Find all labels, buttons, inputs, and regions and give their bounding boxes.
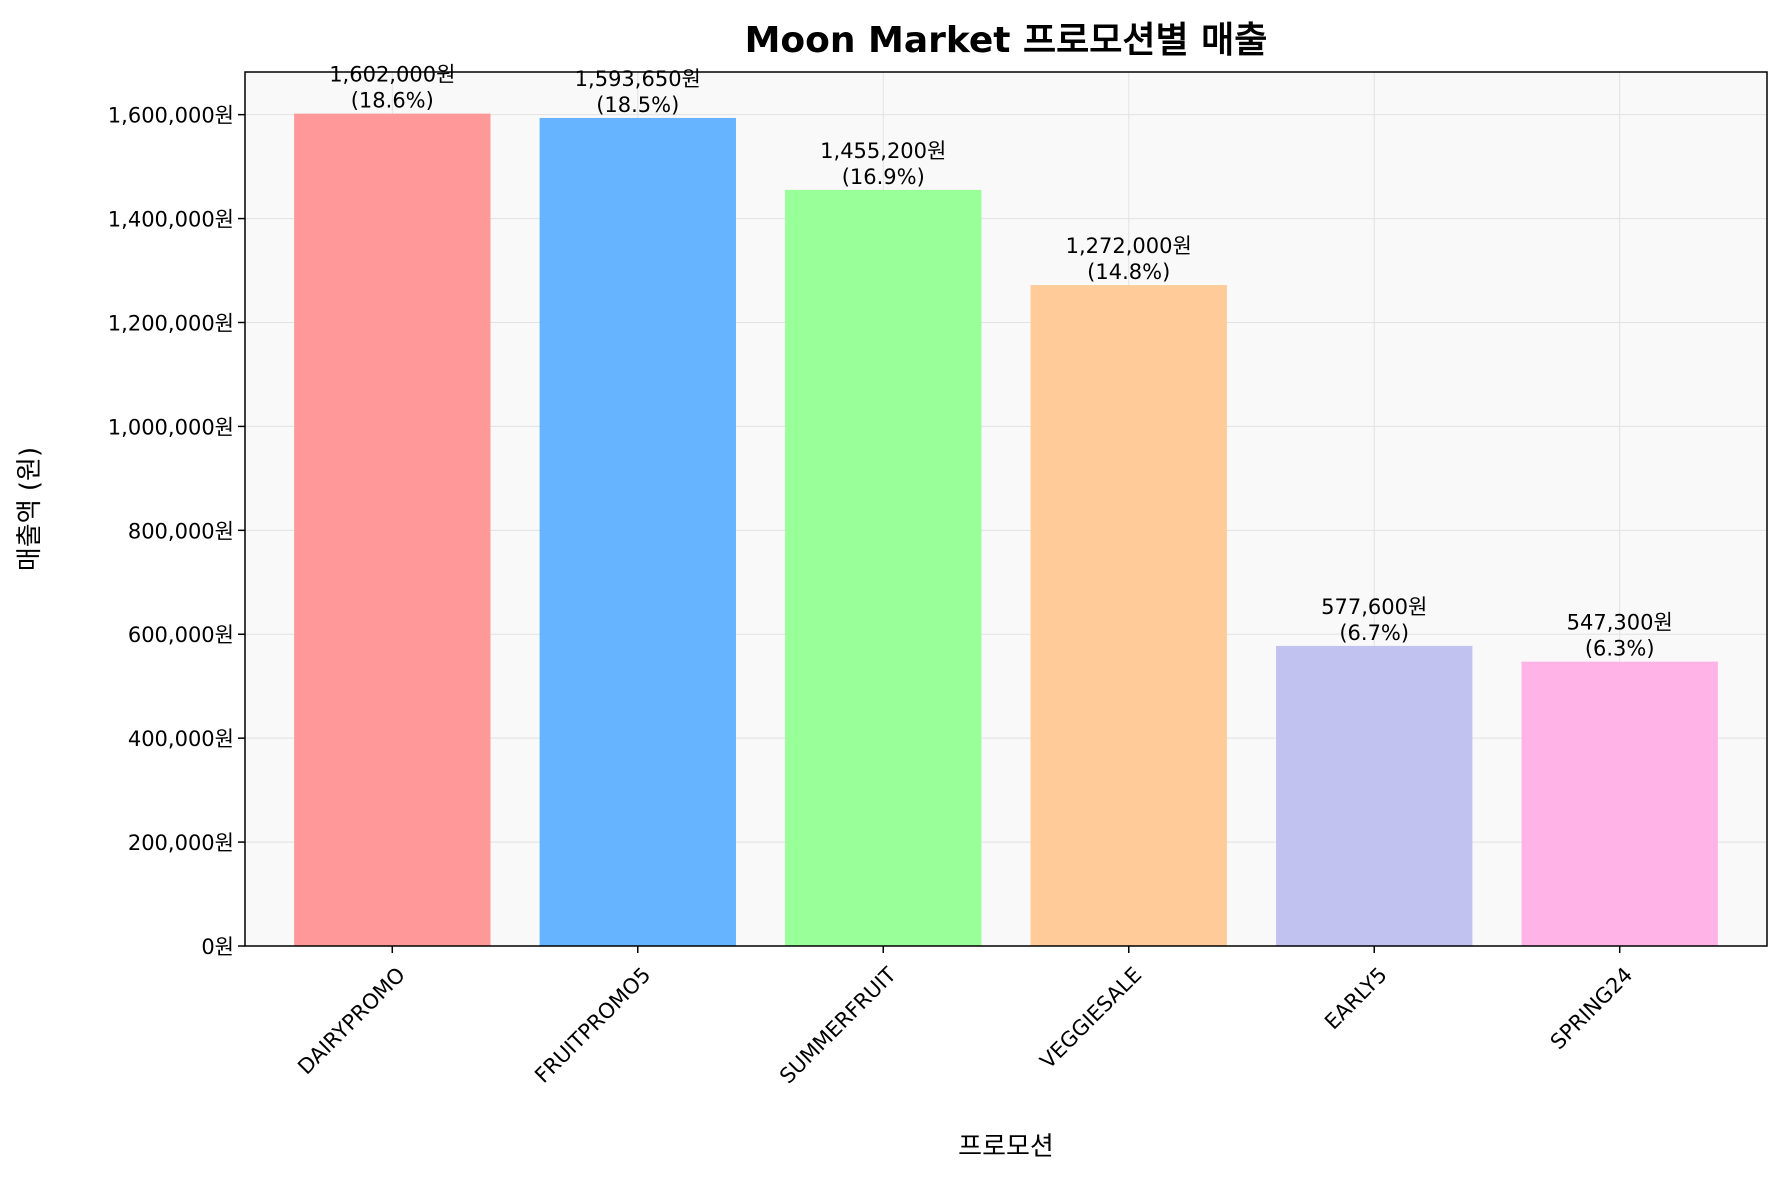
- chart-title: Moon Market 프로모션별 매출: [745, 20, 1268, 61]
- y-tick-label: 0원: [201, 935, 234, 959]
- bar-value-label: 1,593,650원: [575, 67, 701, 91]
- y-tick-label: 800,000원: [128, 519, 234, 543]
- bar-percent-label: (18.5%): [596, 93, 679, 117]
- bar-percent-label: (16.9%): [842, 165, 925, 189]
- bar-value-label: 1,602,000원: [329, 63, 455, 87]
- bars: [294, 113, 1718, 947]
- bar: [294, 113, 491, 947]
- bar-value-label: 577,600원: [1321, 595, 1427, 619]
- bar: [1030, 285, 1227, 947]
- y-tick-label: 200,000원: [128, 831, 234, 855]
- plot-frame: [244, 71, 1768, 947]
- bar-percent-label: (6.3%): [1585, 637, 1655, 661]
- plot-background: [245, 72, 1767, 946]
- y-tick-label: 600,000원: [128, 623, 234, 647]
- x-tick-label: SPRING24: [1546, 963, 1638, 1055]
- y-tick-label: 400,000원: [128, 727, 234, 751]
- x-axis: DAIRYPROMO FRUITPROMO5 SUMMERFRUIT VEGGIESA…: [293, 946, 1637, 1088]
- bar-percent-label: (14.8%): [1087, 260, 1170, 284]
- y-tick-label: 1,600,000원: [108, 104, 234, 128]
- bar: [785, 189, 982, 946]
- y-axis: 0원 200,000원 400,000원 600,000원 800,000원 1,000,…: [108, 104, 245, 959]
- x-tick-label: VEGGIESALE: [1035, 963, 1146, 1074]
- bar-value-label: 1,272,000원: [1066, 234, 1192, 258]
- x-tick-label: FRUITPROMO5: [530, 963, 655, 1088]
- bar: [1276, 645, 1473, 946]
- bar-percent-label: (6.7%): [1339, 621, 1409, 645]
- bar: [539, 117, 736, 946]
- bar-value-label: 1,455,200원: [820, 139, 946, 163]
- bar: [1521, 661, 1718, 946]
- bar-value-label: 547,300원: [1567, 611, 1673, 635]
- y-tick-label: 1,400,000원: [108, 208, 234, 232]
- y-axis-title: 매출액 (원): [15, 447, 45, 571]
- x-tick-label: EARLY5: [1320, 963, 1392, 1035]
- x-tick-label: SUMMERFRUIT: [775, 962, 901, 1088]
- bar-percent-label: (18.6%): [351, 89, 434, 113]
- y-tick-label: 1,200,000원: [108, 311, 234, 335]
- y-tick-label: 1,000,000원: [108, 415, 234, 439]
- x-tick-label: DAIRYPROMO: [293, 963, 410, 1080]
- bar-labels: 1,602,000원(18.6%) 1,593,650원(18.5%) 1,455,…: [329, 63, 1673, 661]
- x-axis-title: 프로모션: [958, 1132, 1054, 1162]
